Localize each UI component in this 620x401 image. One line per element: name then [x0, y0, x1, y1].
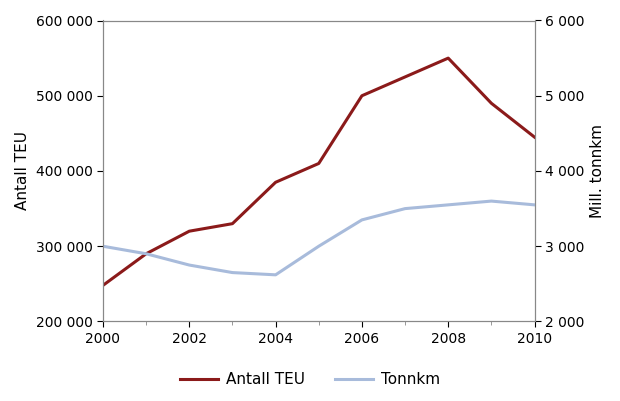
Antall TEU: [229, 221, 236, 226]
Legend: Antall TEU, Tonnkm: Antall TEU, Tonnkm: [174, 366, 446, 393]
Antall TEU: [185, 229, 193, 234]
Antall TEU: [445, 56, 452, 61]
Antall TEU: [143, 251, 150, 256]
Tonnkm: [272, 272, 280, 277]
Antall TEU: [272, 180, 280, 185]
Y-axis label: Antall TEU: Antall TEU: [15, 132, 30, 211]
Antall TEU: [358, 93, 366, 98]
Antall TEU: [315, 161, 322, 166]
Tonnkm: [99, 244, 107, 249]
Y-axis label: Mill. tonnkm: Mill. tonnkm: [590, 124, 605, 218]
Tonnkm: [185, 263, 193, 267]
Tonnkm: [229, 270, 236, 275]
Line: Tonnkm: Tonnkm: [103, 201, 534, 275]
Antall TEU: [401, 75, 409, 79]
Line: Antall TEU: Antall TEU: [103, 58, 534, 286]
Tonnkm: [315, 244, 322, 249]
Tonnkm: [445, 203, 452, 207]
Tonnkm: [358, 217, 366, 222]
Tonnkm: [401, 206, 409, 211]
Tonnkm: [531, 203, 538, 207]
Antall TEU: [488, 101, 495, 106]
Tonnkm: [143, 251, 150, 256]
Tonnkm: [488, 198, 495, 203]
Antall TEU: [99, 283, 107, 288]
Antall TEU: [531, 135, 538, 140]
